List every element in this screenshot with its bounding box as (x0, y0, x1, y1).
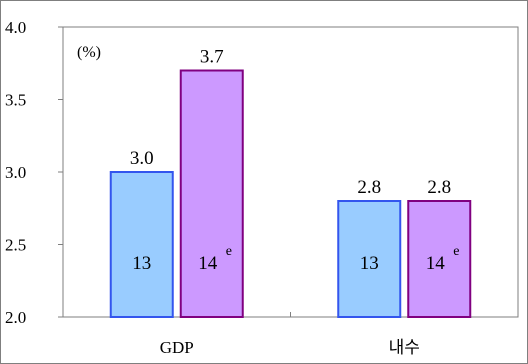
bar-year-label: 13 (132, 253, 151, 274)
y-tick-label: 4.0 (5, 18, 26, 37)
data-label: 3.7 (200, 47, 224, 68)
bar (179, 69, 244, 318)
x-tick-label: 내수 (389, 338, 420, 357)
bar (407, 200, 472, 318)
y-tick-label: 3.5 (5, 91, 26, 110)
bar (109, 171, 174, 318)
bar-year-label: 14 (426, 253, 446, 274)
data-label: 2.8 (357, 177, 381, 198)
y-tick-label: 2.0 (5, 308, 26, 327)
estimate-superscript: e (226, 244, 232, 259)
y-tick-label: 2.5 (5, 236, 26, 255)
bar-year-label: 13 (360, 253, 379, 274)
x-tick-label: GDP (160, 338, 194, 357)
bar-year-label: 14 (198, 253, 218, 274)
unit-label: (%) (77, 44, 101, 61)
data-label: 3.0 (130, 148, 154, 169)
bar (337, 200, 402, 318)
data-label: 2.8 (427, 177, 451, 198)
y-tick-label: 3.0 (5, 163, 26, 182)
estimate-superscript: e (453, 244, 459, 259)
